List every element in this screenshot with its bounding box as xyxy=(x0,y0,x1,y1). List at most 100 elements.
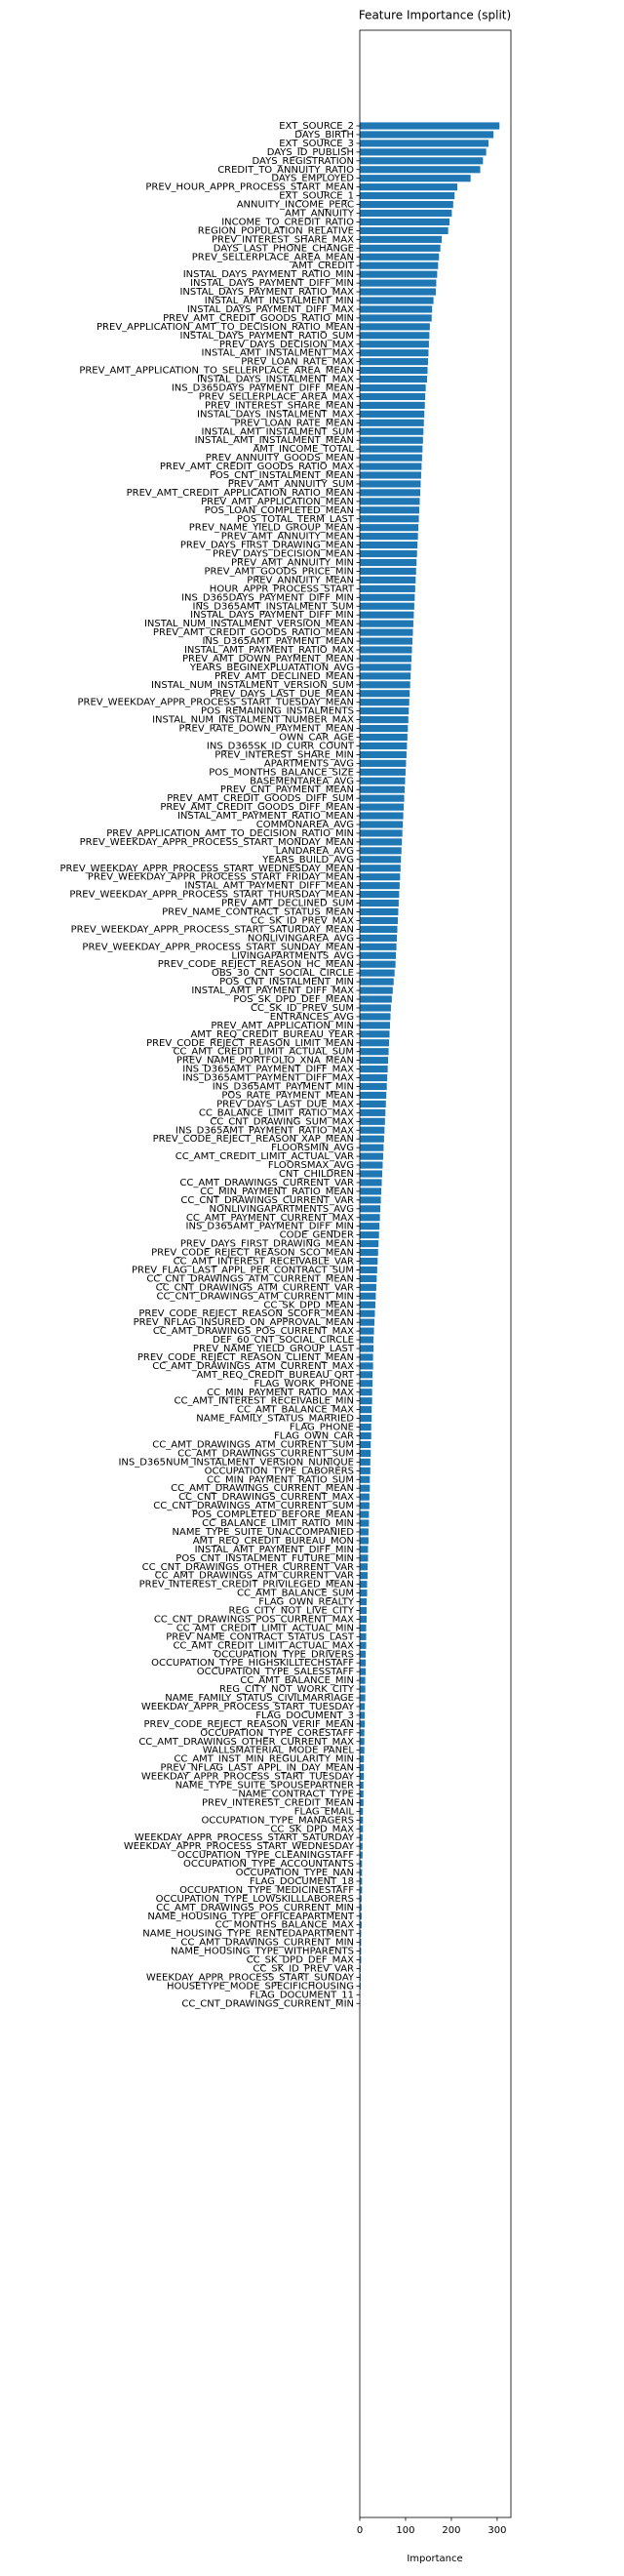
y-tick-label: POS_TOTAL_TERM_LAST xyxy=(237,514,355,525)
y-tick-label: BASEMENTAREA_AVG xyxy=(250,776,354,786)
y-tick-label: CC_SK_ID_PREV_SUM xyxy=(251,1003,354,1014)
bar xyxy=(360,235,443,243)
y-tick-label: PREV_CODE_REJECT_REASON_SCO_MEAN xyxy=(151,1248,354,1259)
y-tick-label: POS_CNT_INSTALMENT_MIN xyxy=(219,977,354,987)
y-tick-label: NAME_FAMILY_STATUS_MARRIED xyxy=(196,1414,354,1425)
y-tick-label: CC_AMT_CREDIT_LIMIT_ACTUAL_MIN xyxy=(176,1623,354,1633)
bar xyxy=(360,454,422,462)
y-tick-label: PREV_AMT_APPLICATION_MEAN xyxy=(201,497,354,507)
bar xyxy=(360,672,411,680)
bar xyxy=(360,1135,384,1143)
bar xyxy=(360,1528,369,1536)
bar xyxy=(360,1389,372,1396)
bar xyxy=(360,1013,391,1021)
y-tick-label: CC_MIN_PAYMENT_RATIO_MEAN xyxy=(200,1187,354,1197)
y-tick-label: CC_AMT_DRAWINGS_ATM_CURRENT_MAX xyxy=(152,1361,354,1372)
bar xyxy=(360,1764,365,1772)
bar xyxy=(360,183,458,191)
y-tick-label: WALLSMATERIAL_MODE_PANEL xyxy=(203,1746,355,1756)
bar xyxy=(360,724,409,733)
y-tick-label: PREV_ANNUITY_GOODS_MEAN xyxy=(206,453,354,463)
bar xyxy=(360,1807,364,1815)
y-tick-label: PREV_DAYS_FIRST_DRAWING_MEAN xyxy=(180,1239,354,1250)
bar xyxy=(360,664,411,671)
y-tick-label: CC_BALANCE_LIMIT_RATIO_MAX xyxy=(199,1107,354,1118)
bar xyxy=(360,1546,369,1553)
y-tick-label: CREDIT_TO_ANNUITY_RATIO xyxy=(217,165,354,176)
y-tick-label: PREV_HOUR_APPR_PROCESS_START_MEAN xyxy=(145,182,354,193)
bar xyxy=(360,288,436,296)
y-tick-label: POS_SK_DPD_DEF_MEAN xyxy=(233,994,354,1005)
y-tick-label: DAYS_ID_PUBLISH xyxy=(267,147,354,158)
bar xyxy=(360,934,398,942)
bar xyxy=(360,602,414,610)
y-tick-label: PREV_CODE_REJECT_REASON_HC_MEAN xyxy=(158,959,354,970)
x-tick-label: 300 xyxy=(488,2525,506,2536)
bar xyxy=(360,1371,373,1379)
y-tick-label: DAYS_BIRTH xyxy=(294,130,354,141)
bar xyxy=(360,1484,370,1492)
y-tick-label: EXT_SOURCE_1 xyxy=(279,191,354,202)
bar xyxy=(360,1082,387,1091)
bar xyxy=(360,925,398,933)
y-tick-label: FLAG_EMAIL xyxy=(294,1806,355,1817)
bar xyxy=(360,533,418,541)
bar xyxy=(360,1257,378,1266)
bar xyxy=(360,419,424,426)
bar xyxy=(360,873,401,881)
bar xyxy=(360,1790,364,1798)
y-tick-label: PREV_AMT_ANNUITY_MIN xyxy=(231,558,354,569)
y-tick-label: WEEKDAY_APPR_PROCESS_START_WEDNESDAY xyxy=(124,1841,355,1852)
bar xyxy=(360,716,409,724)
y-tick-label: INS_D365AMT_INSTALMENT_SUM xyxy=(193,601,355,612)
bar xyxy=(360,305,433,313)
bar xyxy=(360,1283,376,1291)
y-tick-label: PREV_AMT_APPLICATION_MIN xyxy=(211,1021,354,1031)
y-tick-label: PREV_ANNUITY_MEAN xyxy=(247,575,354,585)
bar xyxy=(360,1510,370,1518)
y-tick-label: INSTAL_DAYS_INSTALMENT_MAX xyxy=(197,409,354,420)
bar xyxy=(360,209,452,218)
bar xyxy=(360,1912,362,1920)
bar xyxy=(360,157,484,165)
bar xyxy=(360,681,410,689)
bar xyxy=(360,401,425,409)
bar xyxy=(360,1720,366,1728)
y-tick-label: ENTRANCES_AVG xyxy=(270,1012,354,1023)
bar xyxy=(360,1231,379,1239)
bar xyxy=(360,1895,362,1903)
bar xyxy=(360,1904,362,1912)
bar xyxy=(360,358,428,366)
bar xyxy=(360,1240,379,1248)
y-tick-label: INSTAL_AMT_PAYMENT_DIFF_MIN xyxy=(195,1545,354,1555)
bar xyxy=(360,611,414,619)
y-tick-label: HOUR_APPR_PROCESS_START xyxy=(210,584,355,594)
bar xyxy=(360,1475,370,1483)
y-tick-label: CC_SK_DPD_DEF_MAX xyxy=(247,1955,355,1966)
y-tick-label: PREV_AMT_CREDIT_GOODS_RATIO_MAX xyxy=(160,462,354,472)
bar xyxy=(360,628,413,636)
y-tick-label: PREV_CODE_REJECT_REASON_SCOFR_MEAN xyxy=(138,1308,354,1319)
bar xyxy=(360,1554,369,1562)
y-tick-label: YEARS_BUILD_AVG xyxy=(261,855,354,865)
y-tick-label: CC_BALANCE_LIMIT_RATIO_MIN xyxy=(202,1518,354,1529)
y-tick-label: CC_AMT_DRAWINGS_POS_CURRENT_MAX xyxy=(153,1326,354,1337)
y-tick-label: CODE_GENDER xyxy=(280,1230,354,1241)
y-tick-label: INS_D365AMT_PAYMENT_DIFF_MIN xyxy=(186,1222,354,1232)
bar xyxy=(360,200,453,209)
y-tick-label: CC_AMT_BALANCE_SUM xyxy=(237,1589,354,1599)
bar xyxy=(360,742,408,750)
bar xyxy=(360,1747,365,1754)
y-tick-label: PREV_CODE_REJECT_REASON_LIMIT_MEAN xyxy=(146,1038,354,1049)
y-tick-label: CC_CNT_DRAWINGS_CURRENT_MIN xyxy=(181,1998,354,2009)
y-tick-label: OCCUPATION_TYPE_CORESTAFF xyxy=(200,1728,354,1739)
y-tick-label: CC_SK_DPD_MEAN xyxy=(263,1300,354,1310)
bar xyxy=(360,332,430,340)
bar xyxy=(360,1537,369,1545)
y-tick-label: AMT_CREDIT xyxy=(292,261,354,271)
bar xyxy=(360,1502,370,1509)
bar xyxy=(360,593,415,601)
y-tick-label: PREV_WEEKDAY_APPR_PROCESS_START_SATURDAY… xyxy=(71,924,354,935)
bar xyxy=(360,1939,362,1947)
y-tick-label: CC_CNT_DRAWINGS_OTHER_CURRENT_VAR xyxy=(142,1562,354,1573)
